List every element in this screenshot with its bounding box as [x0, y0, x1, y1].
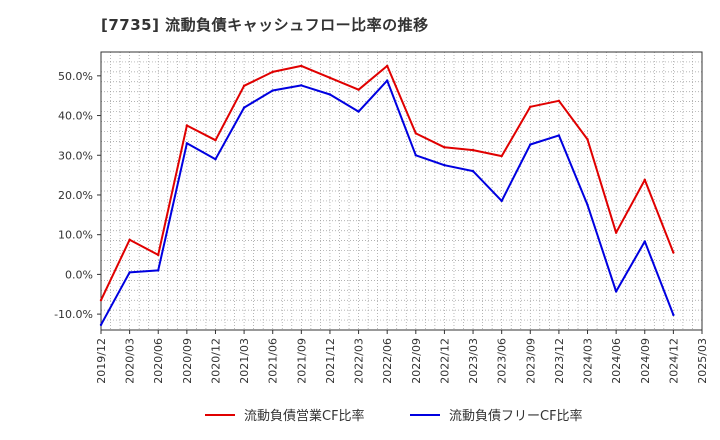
data-point-series-2: [557, 134, 561, 137]
legend-label-2: 流動負債フリーCF比率: [449, 408, 583, 424]
x-tick-label: 2022/12: [438, 338, 451, 384]
data-point-series-1: [500, 154, 503, 158]
data-point-series-2: [99, 323, 103, 327]
data-point-series-2: [300, 84, 303, 87]
data-point-series-2: [643, 240, 646, 243]
y-tick-label: 40.0%: [58, 110, 93, 123]
x-tick-label: 2025/03: [696, 338, 709, 384]
x-tick-label: 2020/12: [209, 338, 222, 384]
legend: 流動負債営業CF比率 流動負債フリーCF比率: [205, 408, 583, 424]
legend-label-1: 流動負債営業CF比率: [244, 408, 365, 424]
x-tick-label: 2024/09: [639, 338, 652, 384]
data-point-series-1: [357, 88, 360, 91]
x-tick-label: 2023/06: [496, 338, 509, 384]
data-point-series-2: [529, 143, 532, 146]
data-point-series-1: [214, 138, 217, 142]
grid-layer: [101, 52, 702, 330]
data-point-series-2: [357, 110, 360, 113]
data-point-series-1: [157, 253, 160, 257]
x-tick-label: 2020/03: [124, 338, 137, 384]
series-layer: [99, 64, 675, 327]
x-tick-label: 2022/09: [410, 338, 423, 384]
data-point-series-1: [185, 124, 189, 127]
data-point-series-1: [471, 148, 475, 152]
x-tick-label: 2023/03: [467, 338, 480, 384]
data-point-series-2: [185, 142, 189, 145]
data-point-series-1: [443, 146, 446, 149]
data-point-series-1: [557, 99, 561, 103]
plot-frame: [100, 51, 703, 331]
data-point-series-2: [614, 290, 618, 293]
axis-layer: -10.0% 0.0% 10.0% 20.0% 30.0% 40.0% 50.0% 2019/…: [54, 51, 709, 384]
data-point-series-1: [614, 231, 618, 234]
data-point-series-2: [128, 271, 131, 274]
data-point-series-2: [471, 169, 475, 173]
y-tick-label: 0.0%: [65, 268, 93, 281]
data-point-series-1: [128, 238, 131, 242]
data-point-series-2: [443, 163, 446, 167]
data-point-series-1: [529, 105, 532, 109]
data-point-series-2: [586, 203, 589, 207]
x-tick-label: 2021/06: [267, 338, 280, 384]
data-point-series-1: [672, 251, 675, 254]
y-tick-label: -10.0%: [54, 308, 93, 321]
data-point-series-2: [271, 89, 274, 92]
x-tick-label: 2019/12: [95, 338, 108, 384]
x-tick-label: 2021/03: [238, 338, 251, 384]
data-point-series-2: [214, 158, 217, 161]
x-tick-label: 2024/03: [582, 338, 595, 384]
x-tick-label: 2022/06: [381, 338, 394, 384]
data-point-series-1: [586, 138, 589, 141]
y-tick-label: 30.0%: [58, 149, 93, 162]
data-point-series-2: [328, 93, 332, 96]
chart-title: [7735] 流動負債キャッシュフロー比率の推移: [101, 16, 429, 34]
y-tick-label: 20.0%: [58, 189, 93, 202]
x-tick-label: 2023/09: [524, 338, 537, 384]
x-tick-label: 2021/09: [295, 338, 308, 384]
data-point-series-1: [414, 132, 418, 135]
data-point-series-2: [242, 106, 246, 109]
x-tick-label: 2024/12: [667, 338, 680, 384]
x-tick-label: 2021/12: [324, 338, 337, 384]
x-tick-label: 2024/06: [610, 338, 623, 384]
data-point-series-1: [99, 299, 103, 302]
data-point-series-1: [271, 70, 274, 74]
data-point-series-1: [242, 84, 246, 87]
data-point-series-2: [672, 313, 675, 317]
x-tick-label: 2020/06: [152, 338, 165, 384]
x-tick-label: 2020/09: [181, 338, 194, 384]
data-point-series-1: [643, 178, 646, 182]
data-point-series-1: [385, 64, 389, 68]
x-tick-label: 2022/03: [353, 338, 366, 384]
data-point-series-2: [385, 79, 389, 82]
y-tick-label: 10.0%: [58, 229, 93, 242]
x-tick-label: 2023/12: [553, 338, 566, 384]
data-point-series-2: [500, 199, 503, 203]
y-tick-label: 50.0%: [58, 70, 93, 83]
data-point-series-1: [328, 76, 332, 80]
data-point-series-1: [300, 64, 303, 68]
data-point-series-2: [157, 269, 160, 272]
data-point-series-2: [414, 154, 418, 157]
